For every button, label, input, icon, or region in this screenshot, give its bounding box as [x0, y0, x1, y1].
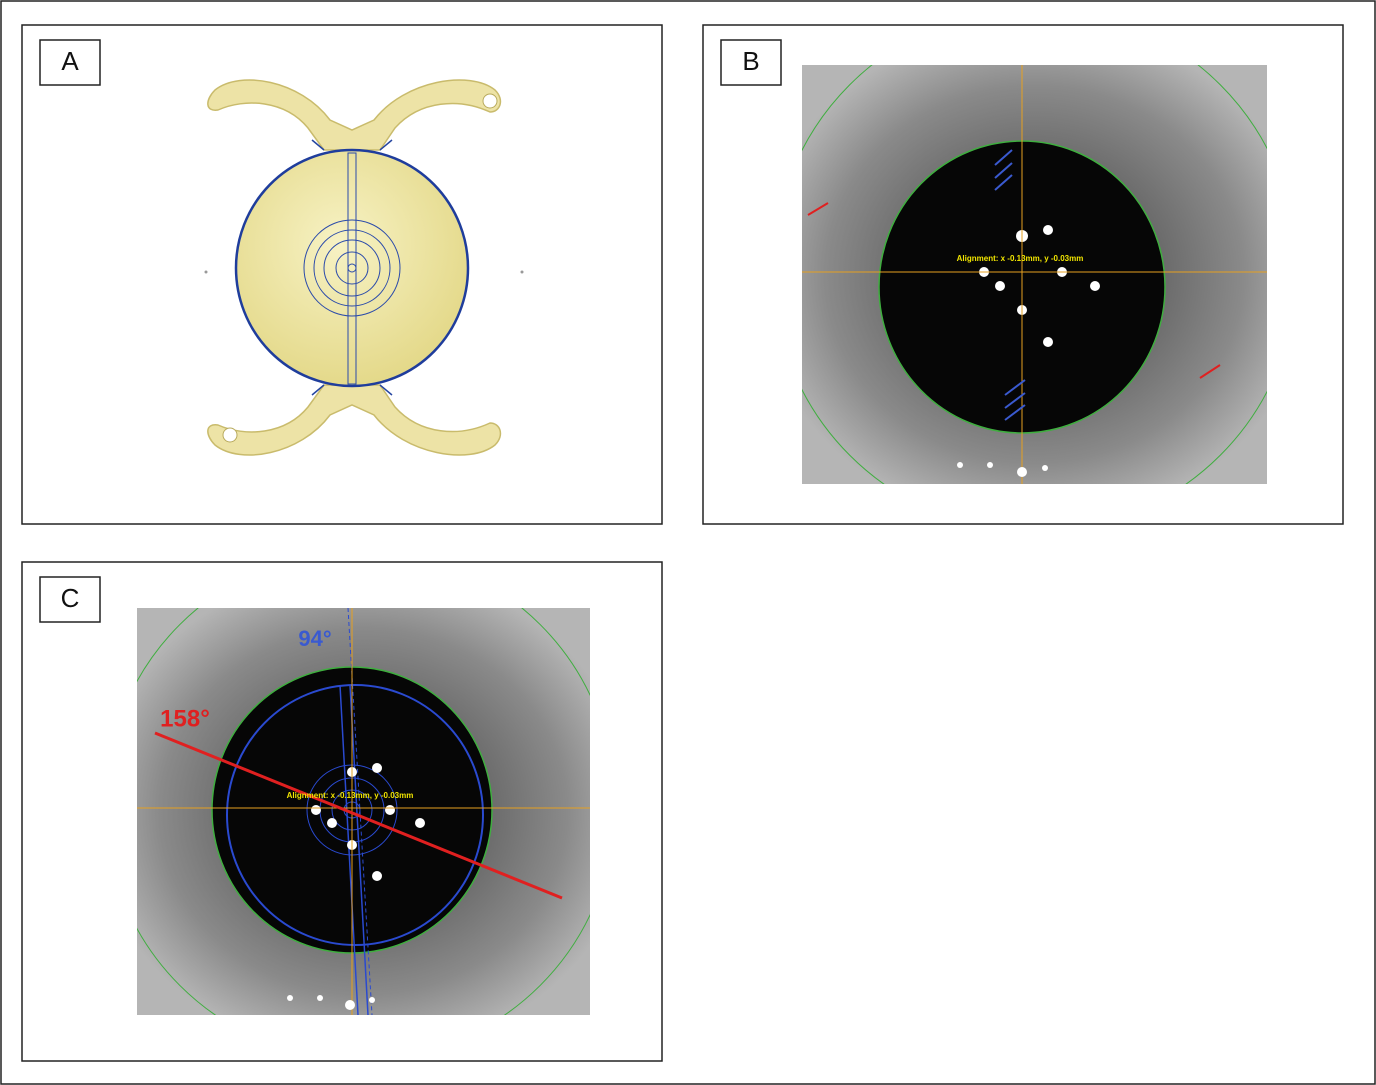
alignment-text: Alignment: x -0.13mm, y -0.03mm [957, 254, 1084, 263]
eyelet [223, 428, 237, 442]
figure: A B Alignment: x -0.1 [0, 0, 1376, 1085]
eyelet [483, 94, 497, 108]
eye-image [773, 8, 1297, 532]
angle-label: 158° [160, 705, 210, 732]
angle-label: 94° [298, 626, 331, 651]
panel-label: C [61, 583, 80, 613]
panel-b: B Alignment: x -0.13mm, y -0.03mm [703, 8, 1343, 532]
panel-c: C Alignment: x -0.13mm, y -0.03mm 94° 15… [22, 550, 662, 1061]
panel-label: B [742, 46, 759, 76]
panel-a: A [22, 25, 662, 524]
alignment-text: Alignment: x -0.13mm, y -0.03mm [287, 791, 414, 800]
eye-image [105, 550, 615, 1060]
optic [236, 150, 468, 386]
dot [521, 271, 524, 274]
panel-label: A [61, 46, 79, 76]
dot [205, 271, 208, 274]
